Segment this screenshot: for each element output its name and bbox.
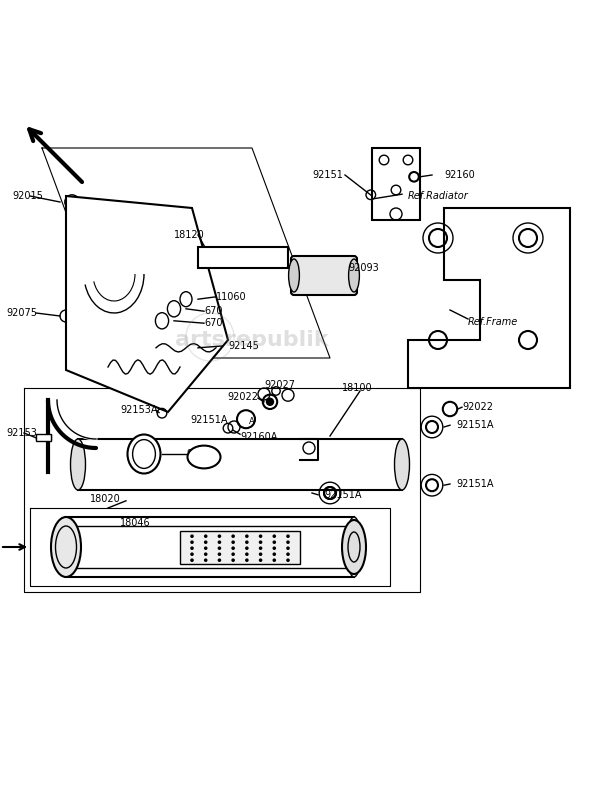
Text: 92151A: 92151A [191,414,228,425]
Text: A: A [249,417,255,426]
Circle shape [286,552,290,556]
Circle shape [245,558,248,562]
Text: 670: 670 [204,318,223,328]
Circle shape [259,546,262,550]
Text: artsrepublik: artsrepublik [175,330,329,350]
Circle shape [190,546,194,550]
FancyBboxPatch shape [372,148,420,220]
Ellipse shape [187,446,221,468]
Text: 670: 670 [204,306,223,316]
Text: 92160A: 92160A [240,432,277,442]
Text: 92153: 92153 [6,428,37,438]
Circle shape [286,558,290,562]
FancyBboxPatch shape [180,531,300,564]
FancyBboxPatch shape [78,439,402,490]
Circle shape [190,558,194,562]
Circle shape [245,552,248,556]
Text: Ref.Frame: Ref.Frame [468,317,518,327]
Text: 92022: 92022 [462,402,493,412]
Circle shape [204,552,208,556]
Polygon shape [408,208,570,388]
Circle shape [245,534,248,538]
Text: 18120: 18120 [174,230,205,240]
FancyBboxPatch shape [291,256,357,295]
Circle shape [272,534,276,538]
FancyBboxPatch shape [66,517,354,577]
Text: 92160: 92160 [444,170,475,180]
Circle shape [190,534,194,538]
Circle shape [259,558,262,562]
Text: 92022: 92022 [227,392,258,402]
Circle shape [218,552,221,556]
Text: 92015: 92015 [12,191,43,201]
Circle shape [259,534,262,538]
Text: 92055: 92055 [186,449,217,459]
Ellipse shape [71,439,86,490]
Circle shape [286,534,290,538]
Circle shape [218,546,221,550]
Circle shape [259,541,262,544]
Circle shape [272,558,276,562]
FancyBboxPatch shape [36,434,51,441]
Circle shape [204,541,208,544]
Circle shape [245,546,248,550]
Circle shape [218,541,221,544]
Circle shape [204,546,208,550]
Circle shape [286,541,290,544]
Ellipse shape [349,259,359,292]
Circle shape [232,552,235,556]
Text: 92093: 92093 [348,263,379,273]
Circle shape [204,534,208,538]
Text: 92151A: 92151A [324,490,361,500]
Circle shape [245,541,248,544]
Ellipse shape [342,520,366,574]
Circle shape [286,546,290,550]
Circle shape [204,558,208,562]
Text: 92151: 92151 [312,170,343,180]
Circle shape [232,534,235,538]
Circle shape [232,541,235,544]
Text: 92145: 92145 [228,341,259,351]
Circle shape [190,552,194,556]
Ellipse shape [347,517,361,577]
Text: 92075: 92075 [6,308,37,318]
Text: 92151A: 92151A [456,479,493,489]
Ellipse shape [128,434,161,474]
Text: 18020: 18020 [90,494,121,504]
Circle shape [218,558,221,562]
FancyBboxPatch shape [198,247,288,268]
Text: Ref.Radiator: Ref.Radiator [408,191,469,201]
Text: 92027: 92027 [264,380,295,390]
Ellipse shape [395,439,409,490]
Text: 18046: 18046 [120,518,151,528]
Circle shape [218,534,221,538]
Text: 18100: 18100 [342,383,373,393]
Text: 11060: 11060 [216,292,247,302]
Circle shape [266,398,274,406]
Ellipse shape [51,517,81,577]
Circle shape [272,541,276,544]
Text: 92151A: 92151A [456,420,493,430]
Circle shape [190,541,194,544]
Circle shape [259,552,262,556]
Circle shape [232,546,235,550]
Circle shape [272,546,276,550]
Ellipse shape [289,259,299,292]
Circle shape [232,558,235,562]
Text: 92153A: 92153A [120,405,157,415]
Circle shape [272,552,276,556]
Polygon shape [66,196,228,412]
